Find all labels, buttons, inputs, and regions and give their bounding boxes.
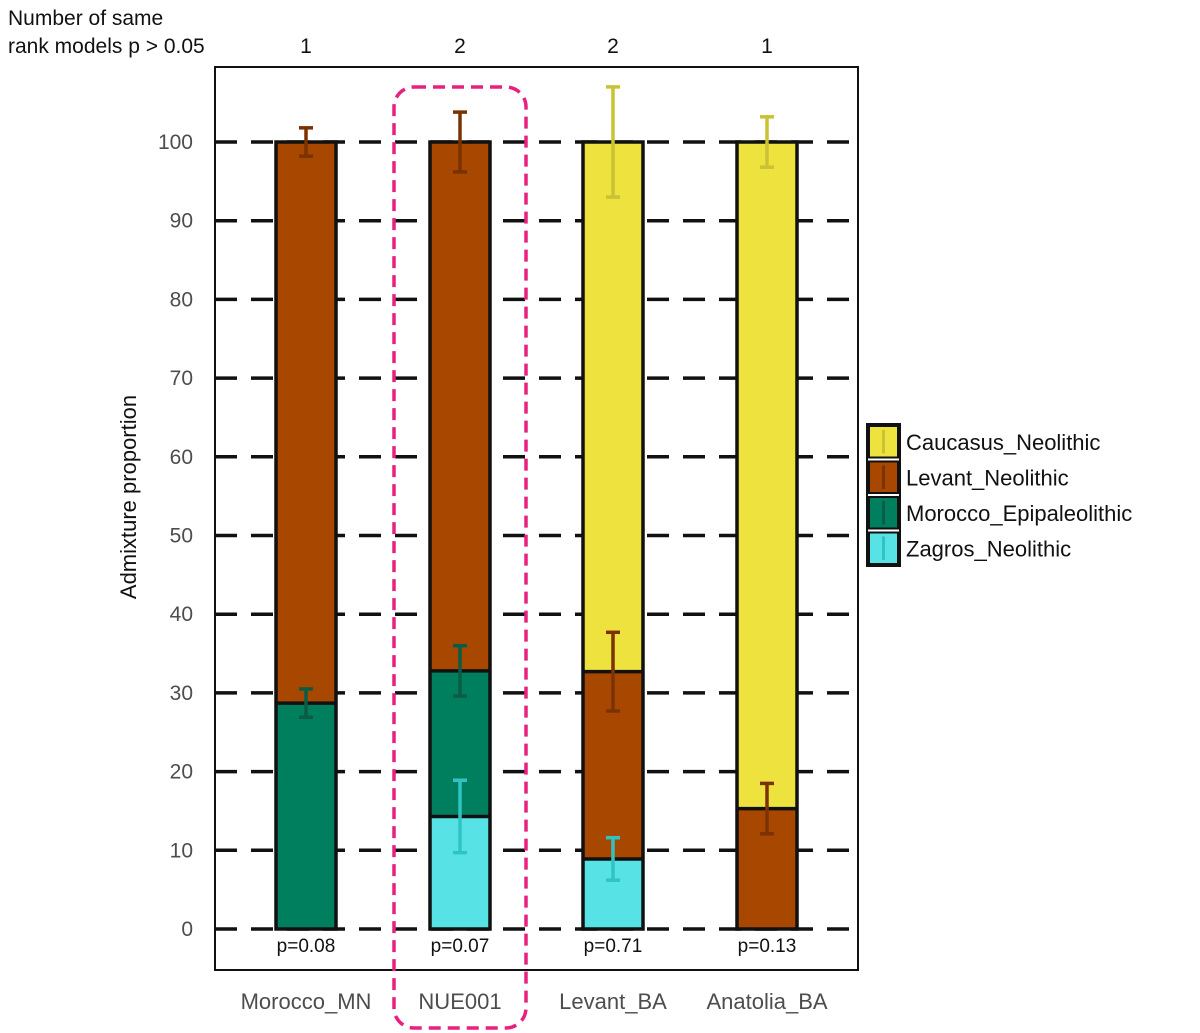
legend-item: Morocco_Epipaleolithic <box>868 496 1132 530</box>
error-bar-levant-neolithic <box>299 126 313 158</box>
legend-item: Zagros_Neolithic <box>868 531 1071 565</box>
y-tick-label: 60 <box>170 446 193 469</box>
y-tick-label: 30 <box>170 682 193 705</box>
legend-label: Zagros_Neolithic <box>906 537 1071 562</box>
header-line-2: rank models p > 0.05 <box>8 35 205 58</box>
legend-label: Morocco_Epipaleolithic <box>906 501 1132 526</box>
y-tick-label: 40 <box>170 603 193 626</box>
plot-frame <box>214 66 859 971</box>
model-count-label: 2 <box>454 35 466 58</box>
y-tick-label: 0 <box>181 918 193 941</box>
bar-segment-levant-neolithic <box>276 142 336 704</box>
error-bar-levant-neolithic <box>453 110 467 174</box>
error-bar-caucasus-neolithic <box>606 85 620 199</box>
y-tick-label: 50 <box>170 525 193 548</box>
model-count-label: 1 <box>761 35 773 58</box>
error-bars <box>299 85 774 882</box>
error-bar-caucasus-neolithic <box>760 115 774 169</box>
p-value-label: p=0.71 <box>584 936 643 957</box>
legend-label: Caucasus_Neolithic <box>906 430 1100 455</box>
model-count-labels: 1 2 2 1 <box>300 35 773 58</box>
y-tick-label: 20 <box>170 761 193 784</box>
bar-segment-caucasus-neolithic <box>737 142 797 809</box>
x-category-label: Anatolia_BA <box>706 989 827 1014</box>
legend: Caucasus_Neolithic Levant_Neolithic Morocc… <box>866 423 1132 567</box>
legend-item: Caucasus_Neolithic <box>868 425 1100 459</box>
bars <box>274 140 799 931</box>
bar-segment-morocco-epipaleolithic <box>276 703 336 929</box>
x-axis-categories: Morocco_MN NUE001 Levant_BA Anatolia_BA <box>241 989 828 1014</box>
x-category-label: NUE001 <box>418 989 501 1014</box>
p-value-label: p=0.07 <box>431 936 490 957</box>
x-category-label: Morocco_MN <box>241 989 372 1014</box>
y-tick-label: 100 <box>158 131 193 154</box>
y-tick-label: 10 <box>170 839 193 862</box>
model-count-label: 1 <box>300 35 312 58</box>
y-tick-label: 90 <box>170 210 193 233</box>
error-bar-levant-neolithic <box>606 630 620 713</box>
bar-segment-caucasus-neolithic <box>583 142 643 672</box>
error-bar-levant-neolithic <box>760 781 774 836</box>
p-value-label: p=0.08 <box>277 936 336 957</box>
y-axis-ticks: 0 10 20 30 40 50 60 70 80 90 100 <box>158 131 193 941</box>
error-bar-morocco-epipaleolithic <box>453 643 467 698</box>
y-tick-label: 70 <box>170 367 193 390</box>
y-axis-label: Admixture proportion <box>116 395 141 599</box>
error-bar-zagros-neolithic <box>453 778 467 855</box>
highlight-box <box>392 85 528 1030</box>
legend-item: Levant_Neolithic <box>868 460 1069 494</box>
p-value-label: p=0.13 <box>738 936 797 957</box>
error-bar-zagros-neolithic <box>606 835 620 882</box>
model-count-label: 2 <box>607 35 619 58</box>
error-bar-morocco-epipaleolithic <box>299 687 313 720</box>
highlight-group <box>392 85 528 1030</box>
legend-label: Levant_Neolithic <box>906 466 1069 491</box>
x-category-label: Levant_BA <box>559 989 667 1014</box>
bar-segment-levant-neolithic <box>430 142 490 671</box>
p-value-labels: p=0.08 p=0.07 p=0.71 p=0.13 <box>277 936 797 957</box>
header-line-1: Number of same <box>8 7 163 30</box>
y-tick-label: 80 <box>170 288 193 311</box>
